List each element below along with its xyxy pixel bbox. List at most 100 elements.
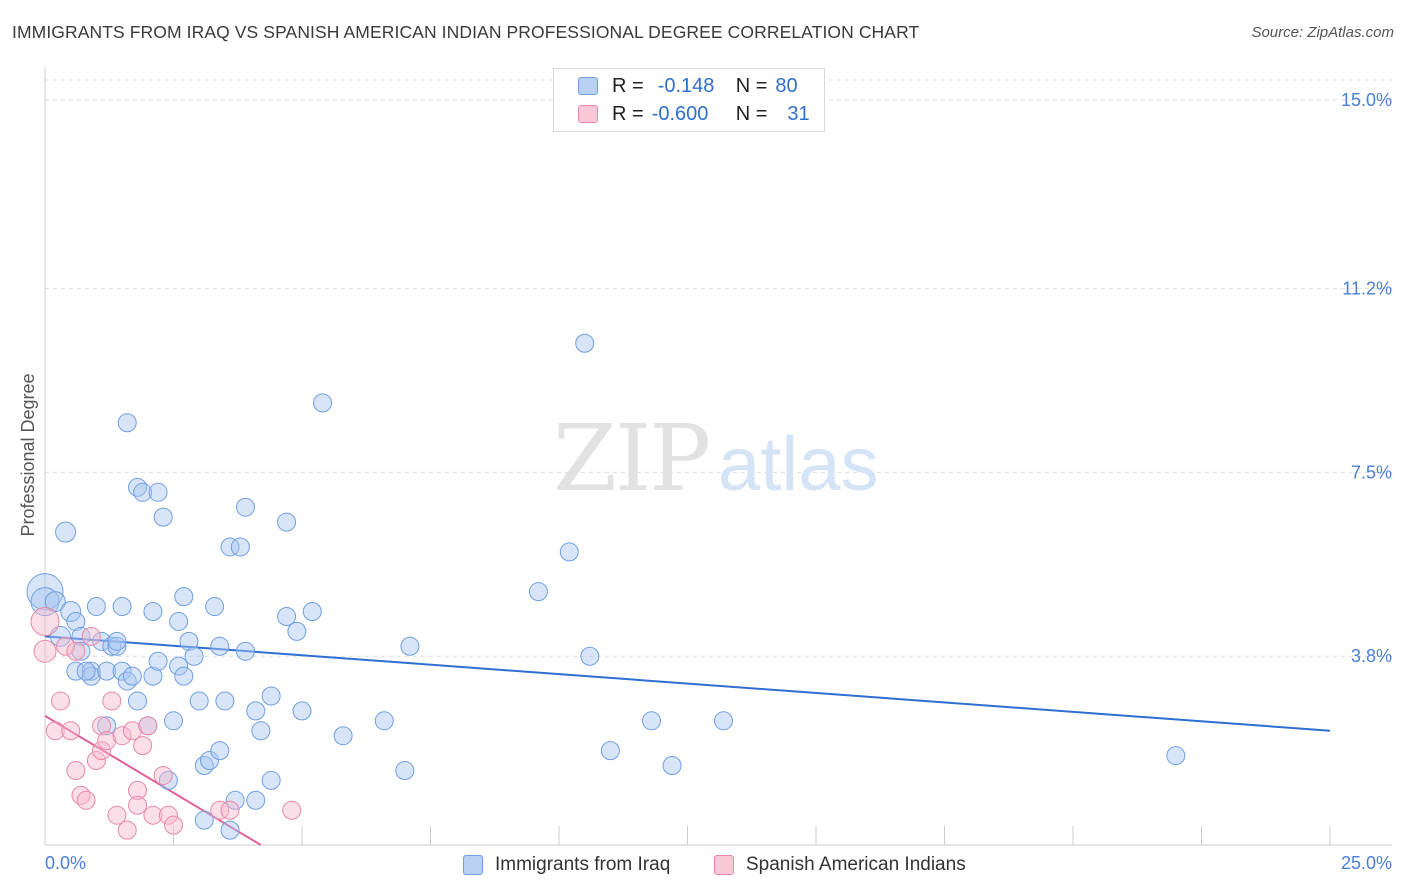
data-point-iraq [199, 751, 219, 771]
data-point-spanish [210, 800, 230, 820]
data-point-iraq [71, 641, 91, 661]
legend-n-label: N = [735, 74, 768, 97]
data-point-iraq [66, 661, 86, 681]
legend-n-value-spanish: 31 [787, 102, 810, 125]
data-point-iraq [153, 507, 173, 527]
data-point-iraq [235, 641, 255, 661]
data-point-iraq [81, 661, 101, 681]
x-tick-label: 0.0% [45, 853, 86, 873]
data-point-spanish [112, 726, 132, 746]
y-tick-label: 11.2% [1342, 279, 1392, 299]
watermark: ZIP atlas [553, 405, 879, 512]
data-point-iraq [143, 602, 163, 622]
data-point-iraq [528, 582, 548, 602]
legend-r-value-spanish: -0.600 [651, 102, 709, 125]
legend-n-label: N = [735, 102, 768, 125]
data-point-iraq [251, 721, 271, 741]
data-point-iraq [261, 770, 281, 790]
data-point-iraq [400, 636, 420, 656]
data-point-iraq [580, 646, 600, 666]
data-point-iraq [107, 631, 127, 651]
data-point-iraq [169, 611, 189, 631]
data-point-iraq [220, 537, 240, 557]
data-point-iraq [210, 636, 230, 656]
data-point-iraq [642, 711, 662, 731]
legend-swatch-iraq [578, 77, 598, 95]
legend-r-label: R = [612, 74, 644, 97]
data-point-iraq [169, 656, 189, 676]
data-point-iraq [333, 726, 353, 746]
data-point-iraq [86, 597, 106, 617]
data-point-spanish [117, 820, 137, 840]
data-point-spanish [56, 636, 76, 656]
data-point-iraq [164, 711, 183, 731]
series-label-iraq: Immigrants from Iraq [495, 854, 671, 875]
data-point-iraq [246, 790, 266, 810]
data-point-spanish [128, 780, 148, 800]
y-tick-label: 15.0% [1341, 90, 1392, 110]
data-point-iraq [235, 497, 255, 517]
y-axis-label: Professional Degree [18, 373, 38, 536]
data-point-spanish [220, 800, 240, 820]
data-point-iraq [575, 333, 595, 353]
data-point-spanish [102, 691, 122, 711]
x-tick-label: 25.0% [1341, 853, 1392, 873]
data-point-iraq [107, 636, 127, 656]
data-point-iraq [302, 602, 322, 622]
data-point-iraq [148, 482, 168, 502]
data-point-spanish [164, 815, 183, 835]
trend-lines [44, 635, 1331, 846]
data-point-iraq [133, 482, 153, 502]
data-point-iraq [600, 741, 620, 761]
data-point-spanish [133, 736, 153, 756]
data-point-iraq [292, 701, 312, 721]
data-point-iraq [189, 691, 209, 711]
watermark-zip: ZIP [553, 405, 709, 512]
data-point-iraq [97, 661, 117, 681]
data-points [26, 333, 1186, 840]
data-point-spanish [128, 795, 148, 815]
data-point-spanish [107, 805, 127, 825]
data-point-iraq [194, 810, 214, 830]
data-point-iraq [246, 701, 266, 721]
data-point-iraq [277, 512, 297, 532]
data-point-iraq [277, 606, 297, 626]
data-point-iraq [261, 686, 281, 706]
source-label: Source: ZipAtlas.com [1251, 24, 1394, 41]
data-point-iraq [71, 626, 91, 646]
data-point-spanish [81, 626, 101, 646]
y-tick-label: 3.8% [1351, 646, 1392, 666]
data-point-iraq [179, 631, 199, 651]
series-label-spanish: Spanish American Indians [746, 854, 966, 875]
tick-labels: 3.8% 7.5% 11.2% 15.0% 0.0% 25.0% [45, 90, 1392, 873]
data-point-spanish [153, 765, 173, 785]
series-legend-item-iraq[interactable]: Immigrants from Iraq [463, 854, 670, 876]
data-point-spanish [138, 716, 158, 736]
series-legend: Immigrants from Iraq Spanish American In… [0, 850, 1406, 880]
data-point-iraq [210, 741, 230, 761]
data-point-spanish [30, 606, 60, 636]
series-legend-item-spanish[interactable]: Spanish American Indians [714, 854, 966, 876]
data-point-spanish [282, 800, 302, 820]
data-point-spanish [66, 641, 86, 661]
chart-title: IMMIGRANTS FROM IRAQ VS SPANISH AMERICAN… [12, 22, 920, 42]
data-point-iraq [112, 661, 132, 681]
data-point-iraq [97, 716, 117, 736]
data-point-spanish [33, 639, 57, 663]
data-point-iraq [143, 666, 163, 686]
data-point-spanish [158, 805, 178, 825]
data-point-iraq [220, 820, 240, 840]
watermark-atlas: atlas [718, 422, 879, 507]
data-point-iraq [205, 597, 225, 617]
data-point-iraq [1166, 746, 1186, 766]
data-point-iraq [374, 711, 394, 731]
data-point-spanish [45, 721, 65, 741]
data-point-iraq [92, 631, 112, 651]
data-point-spanish [143, 805, 163, 825]
data-point-iraq [66, 611, 86, 631]
data-point-iraq [174, 587, 194, 607]
data-point-iraq [148, 651, 168, 671]
grid-lines [45, 79, 1392, 657]
trend-line-spanish [44, 714, 262, 846]
